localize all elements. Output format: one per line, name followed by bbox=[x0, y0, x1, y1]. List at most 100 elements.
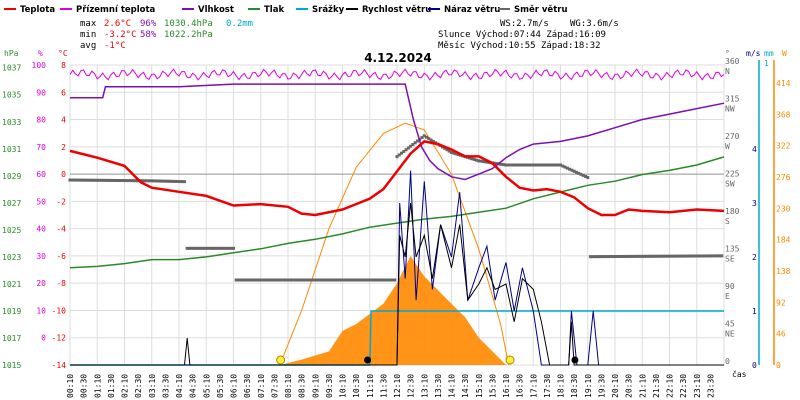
time-tick-label: 02:10 bbox=[121, 374, 130, 398]
wind-dir-dot bbox=[388, 278, 392, 282]
ms-tick-label: 0 bbox=[752, 361, 757, 370]
dir-tick-label: 135 bbox=[725, 245, 740, 254]
wind-dir-dot bbox=[359, 278, 363, 282]
wind-dir-dot bbox=[300, 278, 304, 282]
moonset-marker bbox=[571, 356, 579, 364]
temp-tick-label: -10 bbox=[52, 306, 67, 315]
legend-label: Směr větru bbox=[514, 4, 568, 15]
wind-dir-dot bbox=[697, 254, 701, 258]
wind-dir-dot bbox=[570, 168, 574, 172]
wind-dir-dot bbox=[604, 255, 608, 259]
series-theoretical-radiation bbox=[279, 122, 510, 366]
wind-dir-dot bbox=[208, 246, 212, 250]
wind-dir-dot bbox=[88, 178, 92, 182]
wind-dir-dot bbox=[243, 278, 247, 282]
wind-dir-dot bbox=[495, 162, 499, 166]
wind-dir-dot bbox=[411, 143, 415, 147]
wind-dir-dot bbox=[218, 246, 222, 250]
series-ground-temp bbox=[69, 68, 725, 81]
dir-tick-label: 90 bbox=[725, 282, 735, 291]
wind-dir-dot bbox=[232, 246, 235, 250]
series-temperature bbox=[69, 140, 725, 217]
w-unit: W bbox=[782, 49, 787, 58]
wind-dir-dot bbox=[647, 254, 651, 258]
w-tick-label: 184 bbox=[776, 236, 791, 245]
wind-dir-dot bbox=[556, 163, 560, 167]
wind-dir-dot bbox=[390, 278, 394, 282]
wind-dir-dot bbox=[618, 254, 622, 258]
wind-dir-dot bbox=[641, 254, 645, 258]
legend: Teplota Přízemní teplota Vlhkost Tlak Srážky… bbox=[4, 4, 568, 15]
dir-tick-label: 225 bbox=[725, 170, 740, 179]
wind-dir-dot bbox=[613, 255, 617, 259]
wind-dir-dot bbox=[634, 254, 638, 258]
axis-units: hPa % °C ° m/s mm W 1 čas bbox=[4, 49, 787, 379]
wind-dir-dot bbox=[422, 134, 426, 138]
wind-dir-dot bbox=[602, 255, 606, 259]
wind-dir-dot bbox=[427, 137, 431, 141]
wind-dir-dot bbox=[361, 278, 365, 282]
wind-dir-dot bbox=[645, 254, 649, 258]
wind-dir-dot bbox=[257, 278, 261, 282]
wind-dir-dot bbox=[229, 246, 233, 250]
dir-compass-label: S bbox=[725, 217, 730, 226]
temp-tick-label: 0 bbox=[61, 170, 66, 179]
series-wind-speed bbox=[70, 202, 724, 366]
wind-dir-dot bbox=[252, 278, 256, 282]
wind-dir-dot bbox=[370, 278, 374, 282]
wind-dir-dot bbox=[338, 278, 342, 282]
wind-dir-dot bbox=[79, 178, 83, 182]
legend-label: Náraz větru bbox=[444, 4, 500, 15]
wind-dir-dot bbox=[636, 254, 640, 258]
wind-dir-dot bbox=[268, 278, 272, 282]
x-ticks: 00:10 00:30 01:10 01:30 02:10 02:30 03:10 03:30… bbox=[66, 374, 715, 398]
wind-dir-dot bbox=[479, 159, 483, 163]
press-tick-label: 1025 bbox=[2, 226, 21, 235]
wind-dir-dot bbox=[625, 254, 629, 258]
time-tick-label: 06:10 bbox=[230, 374, 239, 398]
wind-dir-dot bbox=[234, 278, 238, 282]
time-tick-label: 20:30 bbox=[625, 374, 634, 398]
wind-dir-dot bbox=[577, 171, 581, 175]
wind-dir-dot bbox=[534, 163, 538, 167]
wind-dir-dot bbox=[377, 278, 381, 282]
time-tick-label: 10:10 bbox=[339, 374, 348, 398]
time-tick-label: 05:30 bbox=[216, 374, 225, 398]
wind-dir-dot bbox=[143, 179, 147, 183]
press-unit: hPa bbox=[4, 49, 19, 58]
time-tick-label: 09:10 bbox=[311, 374, 320, 398]
wind-dir-dot bbox=[343, 278, 347, 282]
w-tick-label: 92 bbox=[776, 298, 786, 307]
wind-dir-dot bbox=[559, 163, 562, 167]
stat-min-hum: 58% bbox=[140, 30, 157, 40]
wind-dir-dot bbox=[695, 254, 699, 258]
wind-dir-dot bbox=[690, 254, 694, 258]
wind-dir-dot bbox=[113, 178, 117, 182]
time-tick-label: 22:10 bbox=[666, 374, 675, 398]
wind-dir-dot bbox=[668, 254, 672, 258]
wind-dir-dot bbox=[316, 278, 320, 282]
wind-dir-dot bbox=[77, 178, 81, 182]
press-tick-label: 1031 bbox=[2, 145, 21, 154]
wind-dir-dot bbox=[345, 278, 349, 282]
wind-dir-dot bbox=[543, 163, 547, 167]
wind-dir-dot bbox=[241, 278, 245, 282]
wind-dir-dot bbox=[336, 278, 340, 282]
wind-dir-dot bbox=[178, 180, 182, 184]
wind-dir-dot bbox=[273, 278, 277, 282]
mm-top: 1 bbox=[764, 59, 769, 68]
wind-dir-dot bbox=[75, 178, 79, 182]
wind-dir-dot bbox=[679, 254, 683, 258]
info-wg: WG:3.6m/s bbox=[570, 19, 619, 29]
wind-dir-dot bbox=[515, 163, 519, 167]
wind-dir-dot bbox=[547, 163, 551, 167]
wind-dir-dot bbox=[688, 254, 692, 258]
wind-dir-dot bbox=[307, 278, 311, 282]
hum-tick-label: 70 bbox=[36, 143, 46, 152]
temp-tick-label: 6 bbox=[61, 88, 66, 97]
wind-dir-dot bbox=[665, 254, 669, 258]
wind-dir-dot bbox=[600, 255, 604, 259]
time-tick-label: 00:30 bbox=[80, 374, 89, 398]
w-tick-label: 138 bbox=[776, 267, 791, 276]
